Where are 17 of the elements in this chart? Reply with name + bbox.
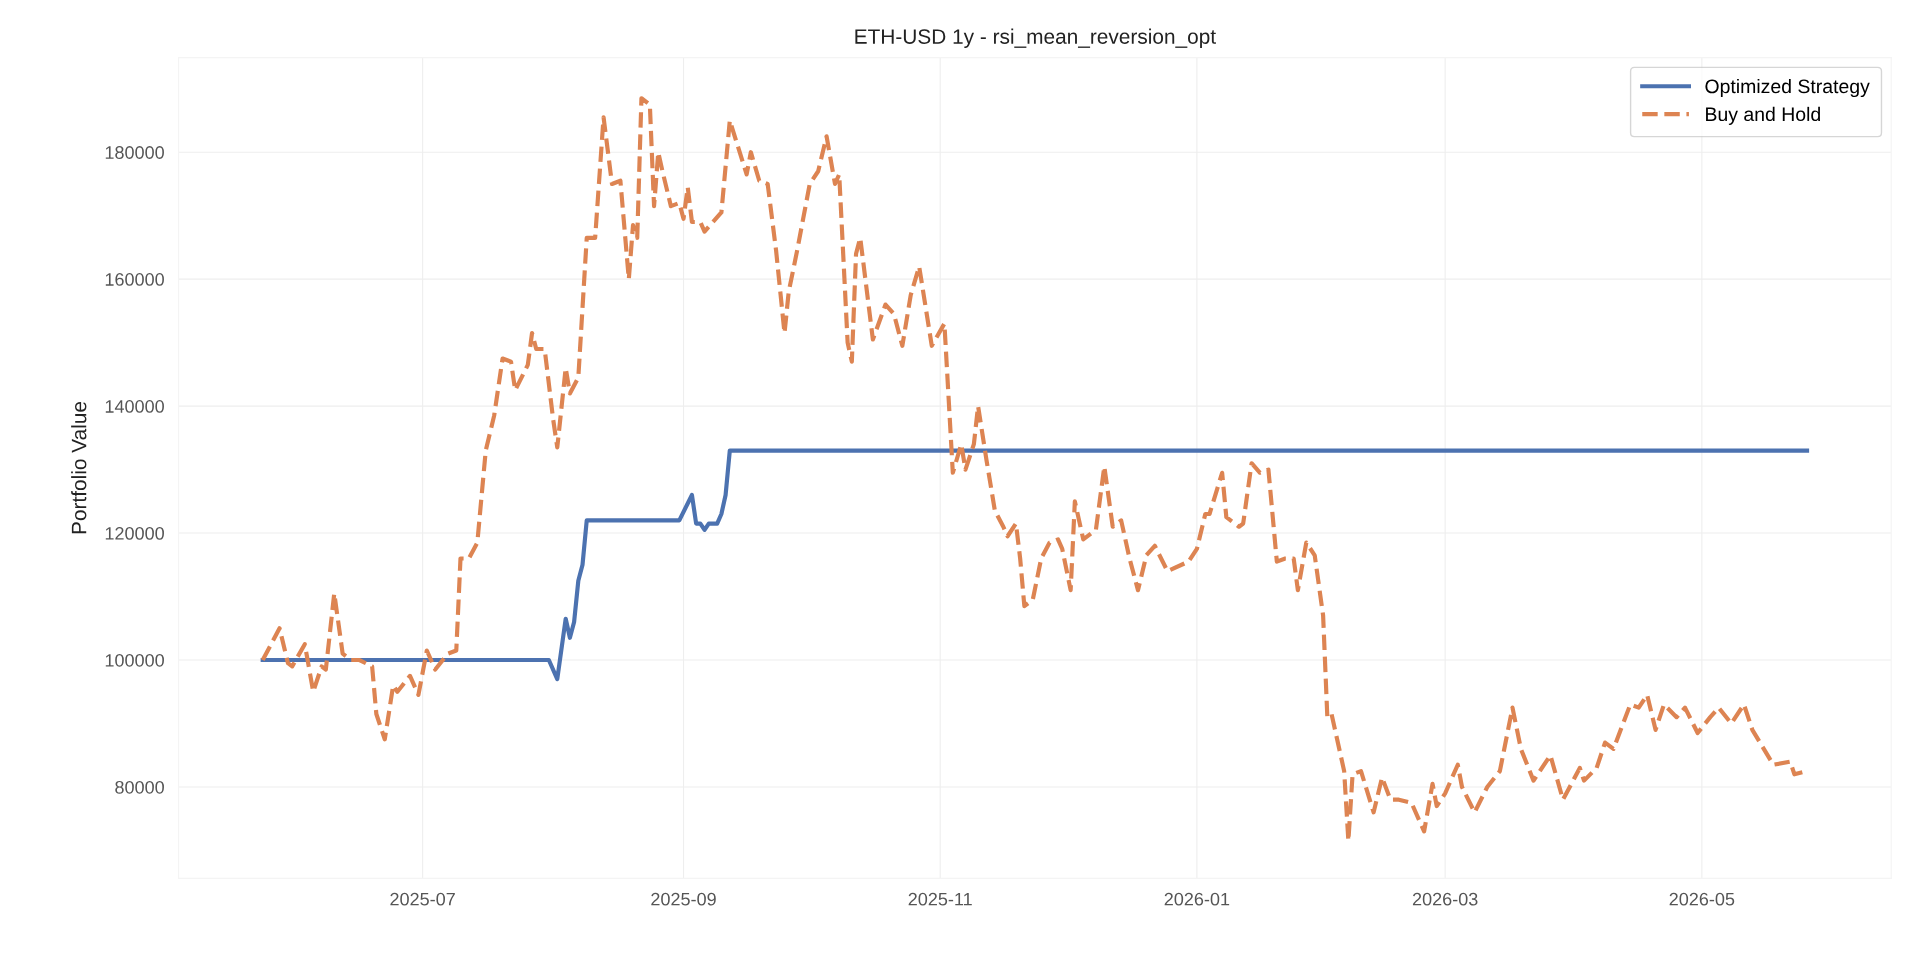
y-tick-label: 100000 bbox=[105, 653, 164, 667]
x-tick-label: 2026-03 bbox=[1412, 892, 1478, 906]
y-tick-label: 160000 bbox=[105, 273, 164, 286]
y-tick-label: 180000 bbox=[105, 146, 164, 159]
line-series bbox=[260, 448, 1810, 682]
chart-title: ETH-USD 1y - rsi_mean_reversion_opt bbox=[855, 28, 1216, 49]
legend-label: Buy and Hold bbox=[1706, 106, 1820, 125]
legend-label: Optimized Strategy bbox=[1705, 78, 1870, 98]
y-axis-title: Portfolio Value bbox=[71, 401, 87, 534]
x-tick-label: 2025-11 bbox=[908, 892, 972, 906]
y-tick-label: 120000 bbox=[105, 527, 164, 540]
x-tick-label: 2025-07 bbox=[390, 892, 455, 906]
x-tick-label: 2025-09 bbox=[651, 892, 716, 906]
y-tick-label: 140000 bbox=[105, 400, 164, 413]
x-tick-label: 2026-05 bbox=[1669, 892, 1735, 906]
x-tick-label: 2026-01 bbox=[1164, 892, 1230, 906]
y-tick-label: 80000 bbox=[115, 780, 164, 794]
